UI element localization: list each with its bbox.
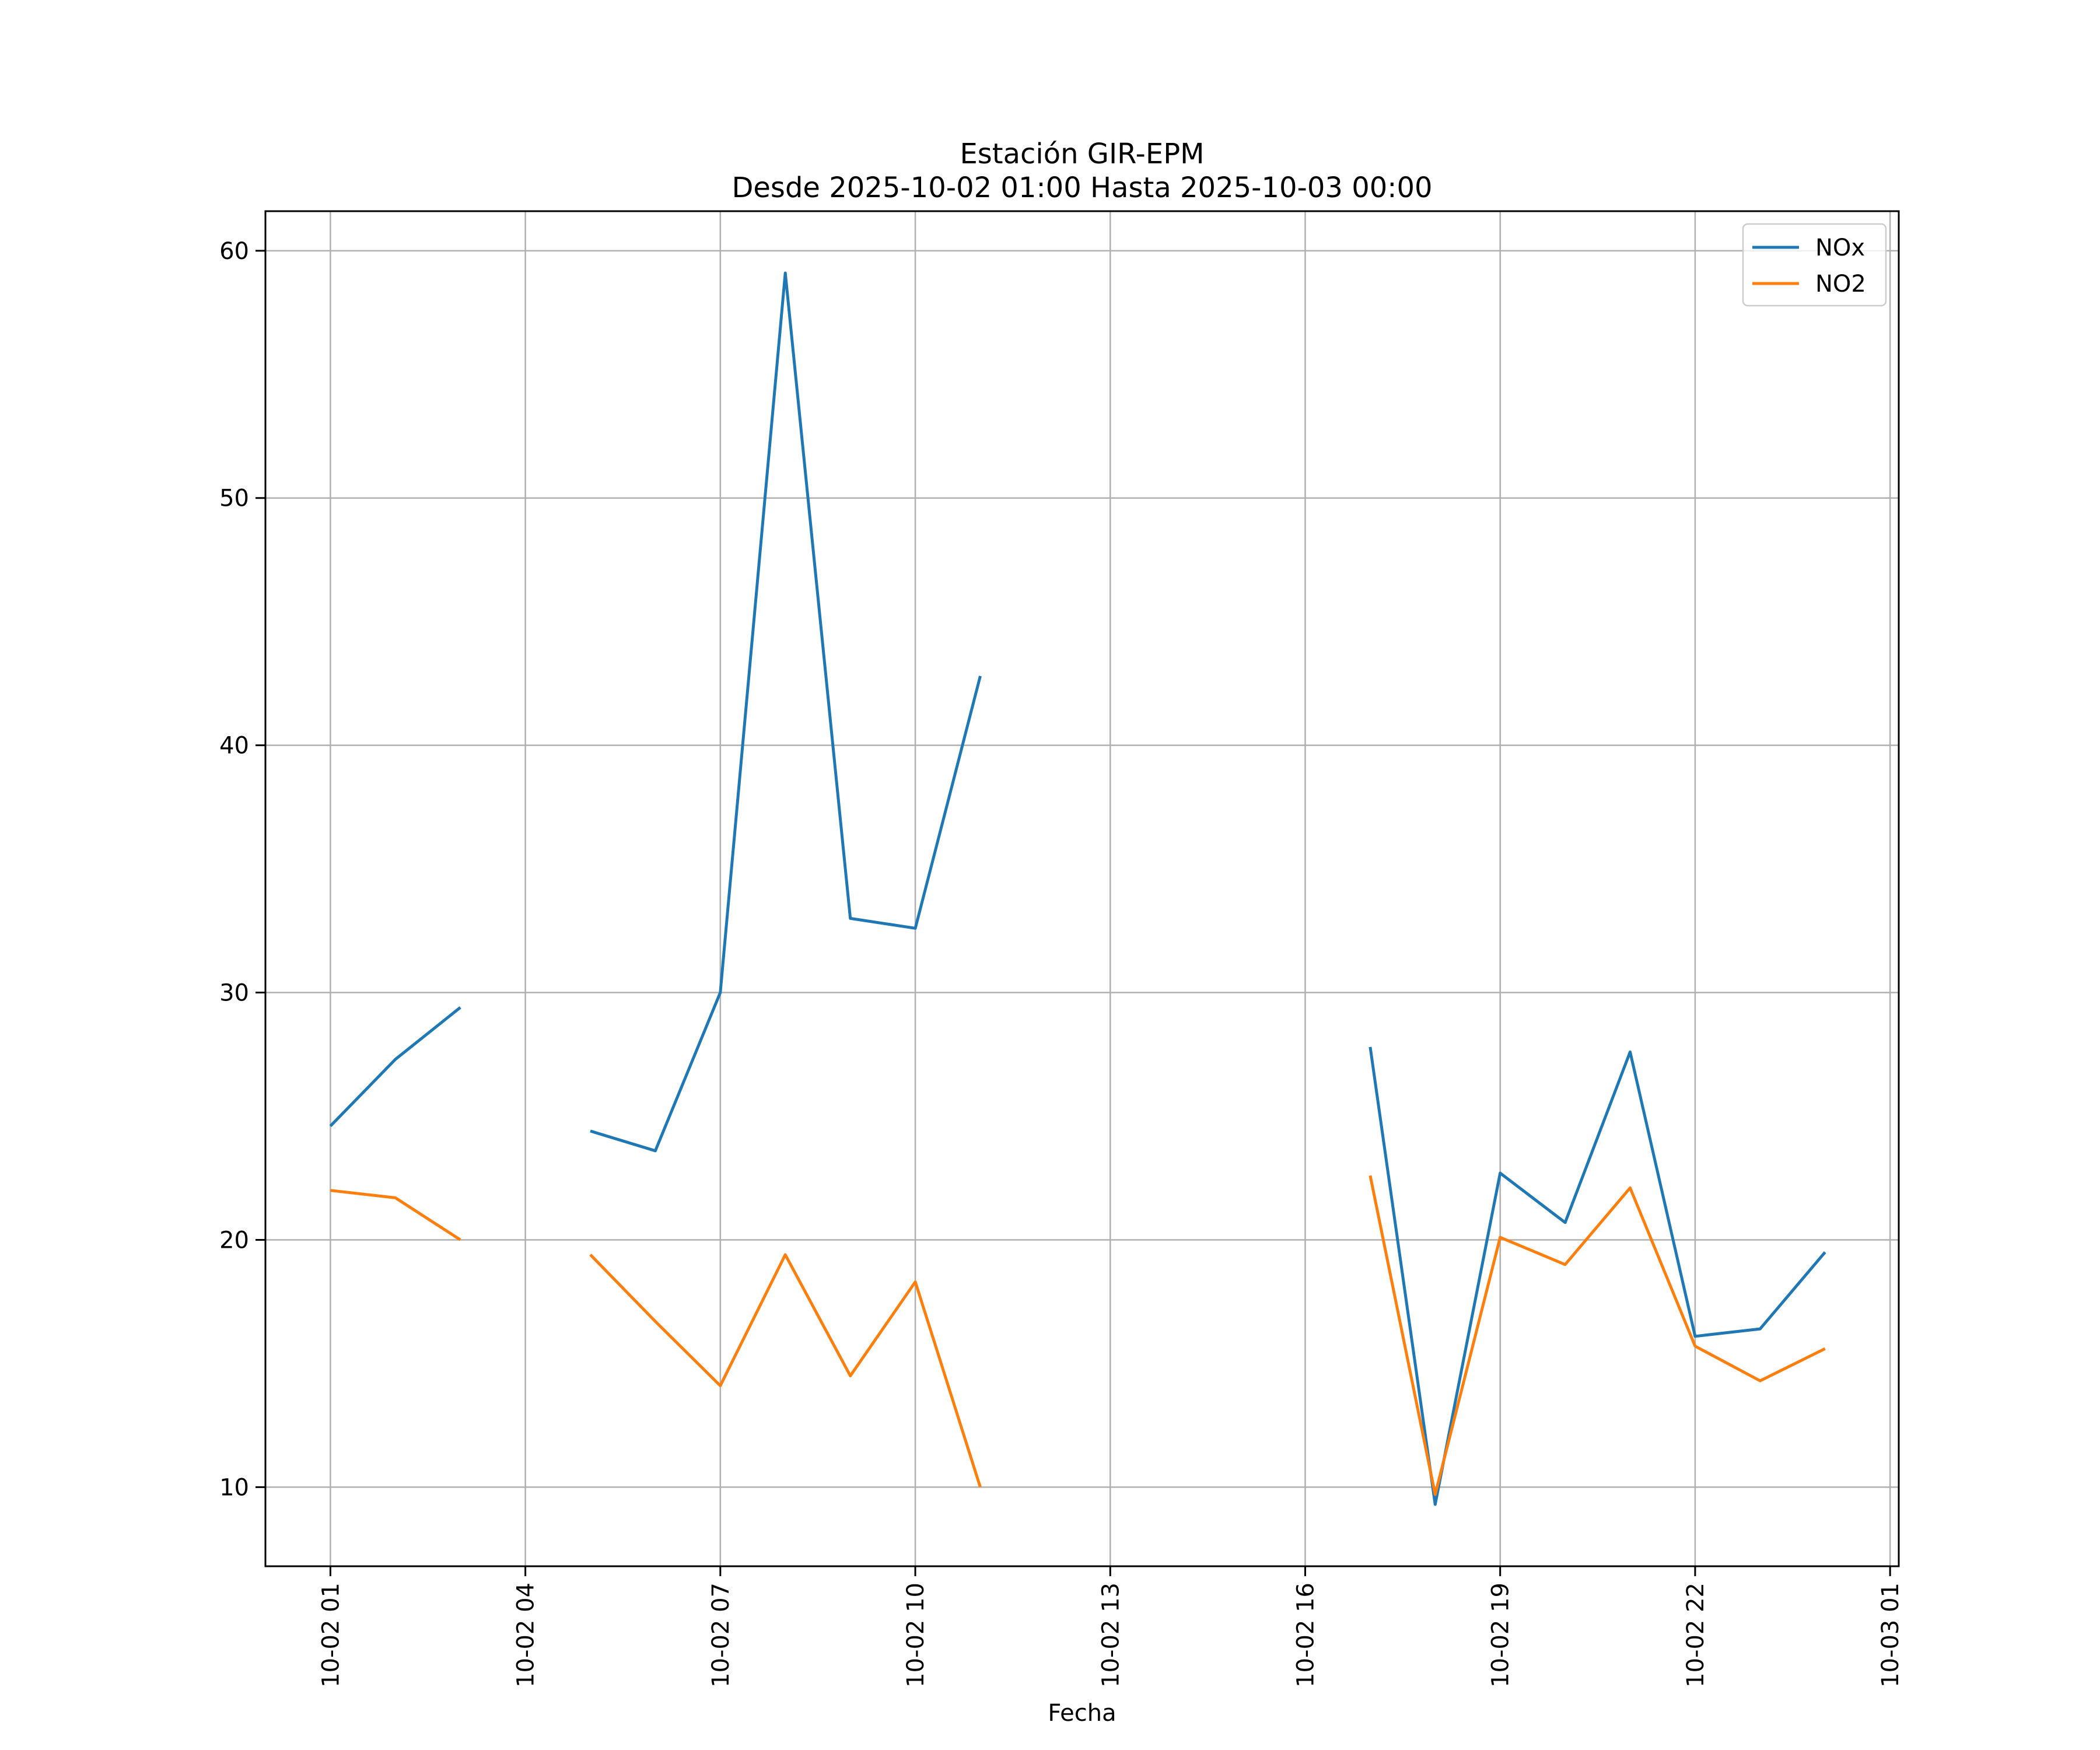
x-tick-label: 10-02 13 <box>1097 1583 1124 1688</box>
y-tick-label: 60 <box>219 238 249 265</box>
x-tick-label: 10-02 01 <box>317 1583 344 1688</box>
x-tick-label: 10-02 19 <box>1488 1583 1514 1688</box>
legend: NOx NO2 <box>1742 223 1887 307</box>
legend-box <box>1742 223 1887 307</box>
x-tick-label: 10-02 16 <box>1292 1583 1319 1688</box>
y-tick-label: 10 <box>219 1474 249 1501</box>
x-axis-label: Fecha <box>1048 1700 1116 1727</box>
series-group <box>329 271 1826 1506</box>
x-tick-label: 10-02 22 <box>1682 1583 1709 1688</box>
y-tick-label: 40 <box>219 733 249 760</box>
plot-frame <box>264 210 1900 1567</box>
grid <box>265 211 1899 1566</box>
x-tick-label: 10-02 04 <box>513 1583 540 1688</box>
chart-subtitle: Desde 2025-10-02 01:00 Hasta 2025-10-03 … <box>732 172 1432 204</box>
y-tick-label: 30 <box>219 980 249 1007</box>
y-axis-ticks: 10 20 30 40 50 60 <box>219 238 265 1501</box>
x-axis-ticks: 10-02 01 10-02 04 10-02 07 10-02 10 10-02 13… <box>317 1566 1904 1688</box>
legend-label-no2: NO2 <box>1815 271 1866 298</box>
chart-title: Estación GIR-EPM <box>960 138 1204 170</box>
y-tick-label: 50 <box>219 485 249 512</box>
x-tick-label: 10-02 07 <box>708 1583 734 1688</box>
series-line-no2 <box>330 1175 1826 1496</box>
x-tick-label: 10-02 10 <box>902 1583 929 1688</box>
legend-label-nox: NOx <box>1815 235 1865 261</box>
x-tick-label: 10-03 01 <box>1877 1583 1904 1688</box>
y-tick-label: 20 <box>219 1227 249 1254</box>
